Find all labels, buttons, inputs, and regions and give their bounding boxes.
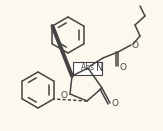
Text: Abs: Abs <box>81 64 95 72</box>
Text: O: O <box>119 62 126 72</box>
Text: O: O <box>132 42 139 50</box>
Text: O: O <box>111 100 119 108</box>
FancyBboxPatch shape <box>74 61 103 75</box>
Text: N: N <box>96 63 104 73</box>
Text: O: O <box>60 91 67 100</box>
